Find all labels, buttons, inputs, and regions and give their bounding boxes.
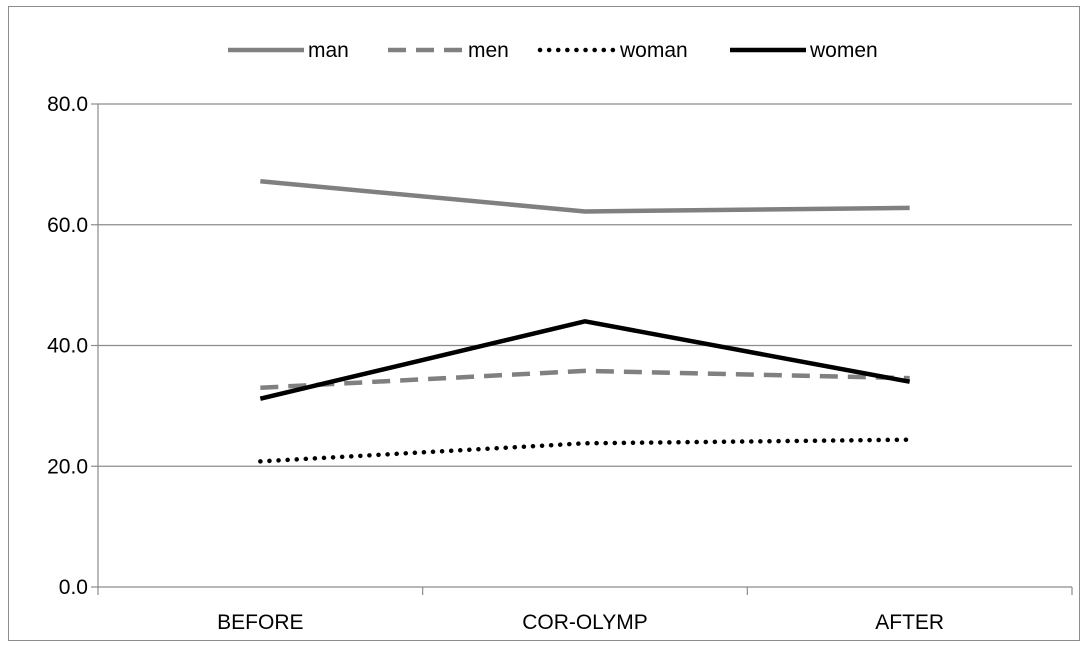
x-tick-label-2: AFTER [875,611,944,634]
x-tick-label-1: COR-OLYMP [522,611,648,634]
series-line-woman [258,437,912,464]
legend-item-men: men [388,39,509,62]
y-tick-label-3: 60.0 [47,214,88,237]
legend-label-women: women [809,39,878,62]
legend-label-man: man [308,39,349,62]
y-tick-label-4: 80.0 [47,93,88,116]
series-line-man [260,179,910,214]
legend-item-women: women [730,39,878,62]
series-line-women [259,319,911,401]
y-tick-label-0: 0.0 [59,576,88,599]
legend-label-woman: woman [619,39,688,62]
legend-item-woman: woman [537,39,688,62]
y-tick-label-1: 20.0 [47,455,88,478]
series-line-men [260,368,910,391]
chart-frame [8,6,1080,641]
x-tick-label-0: BEFORE [217,611,303,634]
y-tick-label-2: 40.0 [47,335,88,358]
legend-label-men: men [468,39,509,62]
legend-item-man: man [228,39,349,62]
